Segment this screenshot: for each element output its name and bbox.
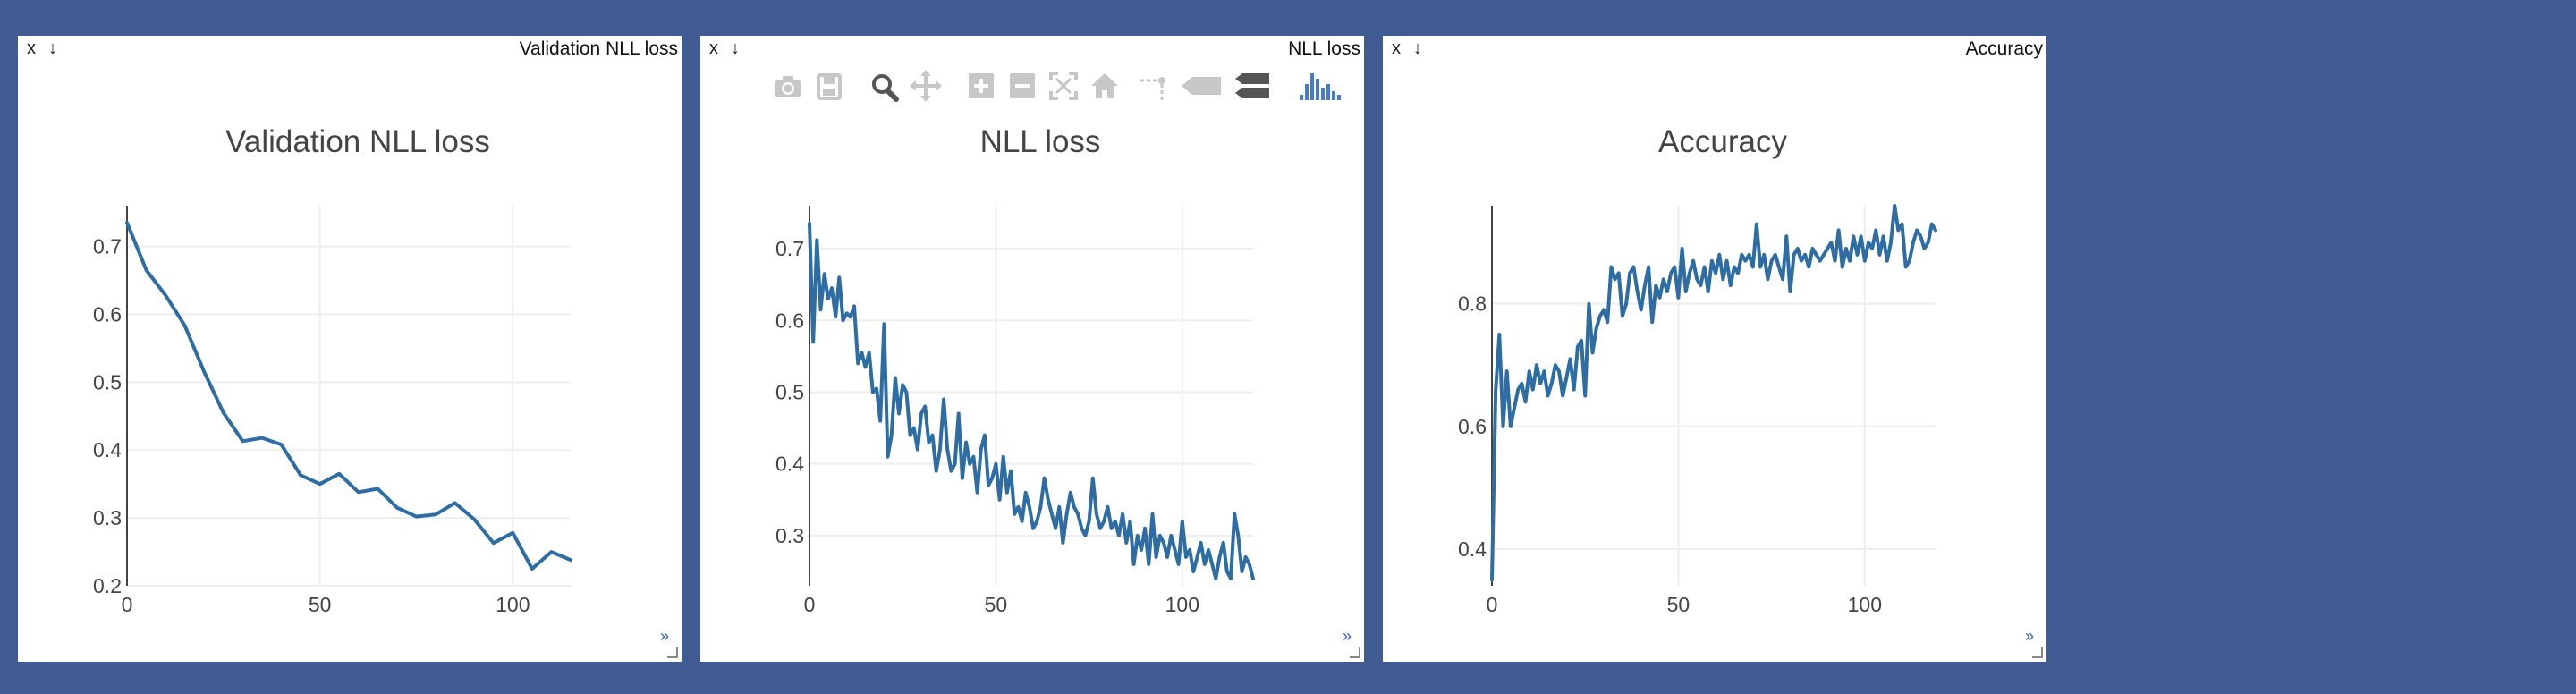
autoscale-icon[interactable] (1046, 66, 1081, 106)
pane-header: x ↓ Validation NLL loss (18, 36, 682, 63)
save-icon[interactable] (811, 66, 847, 106)
y-tick-label: 0.3 (775, 524, 804, 547)
spike-lines-icon[interactable] (1135, 66, 1171, 106)
pane-title: Validation NLL loss (519, 38, 678, 59)
download-icon[interactable]: ↓ (1413, 38, 1422, 58)
x-tick-label: 100 (496, 593, 530, 616)
y-tick-label: 0.7 (775, 237, 804, 260)
series-line (808, 222, 1255, 580)
x-tick-label: 50 (985, 593, 1008, 616)
reset-axes-icon[interactable] (1087, 66, 1123, 106)
zoom-in-icon[interactable] (963, 66, 999, 106)
y-tick-label: 0.5 (775, 380, 804, 403)
plot-pane-accuracy: x ↓ Accuracy Accuracy 0.4 0.6 0.8 0 50 100 » (1383, 36, 2046, 662)
y-tick-label: 0.6 (775, 309, 804, 332)
resize-handle[interactable] (667, 647, 678, 658)
y-tick-label: 0.7 (93, 235, 122, 258)
hover-closest-icon[interactable] (1180, 66, 1224, 106)
y-tick-label: 0.8 (1458, 292, 1487, 316)
y-tick-label: 0.5 (93, 370, 122, 394)
pan-icon[interactable] (908, 66, 944, 106)
close-icon[interactable]: x (709, 38, 718, 58)
download-icon[interactable]: ↓ (48, 38, 57, 58)
download-icon[interactable]: ↓ (731, 38, 740, 58)
pane-title: NLL loss (1288, 38, 1360, 59)
x-tick-label: 50 (1667, 593, 1690, 616)
modebar (770, 66, 1352, 109)
expand-icon[interactable]: » (2024, 627, 2034, 645)
y-tick-label: 0.4 (1458, 537, 1487, 561)
plotly-logo-icon[interactable] (1294, 66, 1344, 106)
x-tick-label: 50 (309, 593, 332, 616)
x-tick-label: 0 (122, 593, 133, 616)
accuracy-chart[interactable]: Accuracy 0.4 0.6 0.8 0 50 100 (1383, 36, 2046, 662)
zoom-out-icon[interactable] (1004, 66, 1040, 106)
chart-title: Accuracy (1658, 124, 1787, 159)
expand-icon[interactable]: » (1342, 627, 1352, 645)
plot-pane-nll-loss: x ↓ NLL loss NLL loss 0.3 0.4 0.5 0.6 0.7 0 50 1… (700, 36, 1364, 662)
validation-nll-loss-chart[interactable]: Validation NLL loss 0.2 0.3 0.4 0.5 0.6 0.7 0 50… (18, 36, 682, 662)
chart-title: NLL loss (980, 124, 1101, 159)
x-tick-label: 100 (1848, 593, 1882, 616)
chart-title: Validation NLL loss (225, 124, 490, 159)
resize-handle[interactable] (1350, 647, 1360, 658)
series-line (1490, 204, 1937, 582)
plot-pane-validation-nll-loss: x ↓ Validation NLL loss Validation NLL l… (18, 36, 682, 662)
close-icon[interactable]: x (27, 38, 36, 58)
zoom-icon[interactable] (867, 66, 902, 106)
pane-header: x ↓ Accuracy (1383, 36, 2046, 63)
y-tick-label: 0.4 (775, 453, 804, 476)
pane-title: Accuracy (1965, 38, 2043, 59)
y-tick-label: 0.3 (93, 506, 122, 529)
x-tick-label: 0 (804, 593, 816, 616)
y-tick-label: 0.2 (93, 574, 122, 597)
y-tick-label: 0.6 (93, 302, 122, 326)
series-line (125, 221, 572, 571)
y-tick-label: 0.6 (1458, 415, 1487, 438)
close-icon[interactable]: x (1392, 38, 1401, 58)
x-tick-label: 0 (1487, 593, 1498, 616)
hover-compare-icon[interactable] (1233, 66, 1273, 106)
pane-header: x ↓ NLL loss (700, 36, 1364, 63)
y-tick-label: 0.4 (93, 438, 122, 461)
resize-handle[interactable] (2032, 647, 2043, 658)
camera-icon[interactable] (770, 66, 806, 106)
x-tick-label: 100 (1165, 593, 1199, 616)
expand-icon[interactable]: » (659, 627, 669, 645)
nll-loss-chart[interactable]: NLL loss 0.3 0.4 0.5 0.6 0.7 0 50 100 (700, 36, 1364, 662)
